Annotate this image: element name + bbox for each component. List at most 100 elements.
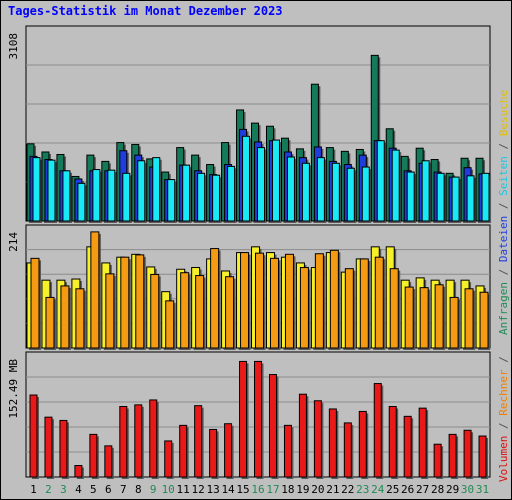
top-panel-bar-seiten [77,182,86,222]
bottom-panel-bar-volumen [358,410,367,478]
day-label: 14 [221,483,235,496]
bottom-panel-bar-volumen [59,419,68,478]
top-panel-bar-seiten [286,156,295,222]
bottom-panel-bar-volumen [254,360,263,478]
middle-panel-bar-rechner [60,285,70,349]
bottom-panel-bar-volumen [194,405,203,478]
top-panel-bar-seiten [361,166,370,222]
top-panel-bar-seiten [122,172,131,222]
side-legend-bottom: Volumen / Rechner / [497,356,510,482]
middle-panel-bar-rechner [225,276,235,349]
middle-panel-bar-rechner [359,258,369,349]
day-label: 24 [371,483,385,496]
bottom-panel-bar-volumen [373,383,382,478]
middle-panel-bar-rechner [449,296,459,349]
middle-panel-bar-rechner [299,267,309,349]
day-label: 4 [75,483,82,496]
top-panel-bar-seiten [466,175,475,222]
top-panel-bar-seiten [421,160,430,222]
day-label: 15 [236,483,249,496]
middle-panel-max-label: 214 [7,232,20,252]
bottom-panel-bar-volumen [478,435,487,478]
middle-panel-bar-rechner [464,288,474,349]
middle-panel-bar-rechner [329,249,339,349]
day-label: 2 [45,483,52,496]
middle-panel-bar-rechner [434,284,444,349]
bottom-panel-bar-volumen [209,428,218,478]
legend-item: / [497,416,510,436]
day-label: 19 [296,483,309,496]
top-panel-bar-seiten [451,176,460,222]
legend-item: Seiten [497,156,510,196]
middle-panel-bar-rechner [105,273,115,349]
legend-item: Dateien [497,216,510,262]
middle-panel-bar-rechner [30,257,40,349]
legend-item: Rechner [497,369,510,416]
top-panel-bar-seiten [331,162,340,222]
top-panel-bar-seiten [227,165,236,222]
top-panel-bar-seiten [481,172,490,222]
middle-panel-bar-rechner [90,231,100,349]
day-label: 20 [311,483,324,496]
day-label: 8 [135,483,142,496]
top-panel-bar-seiten [346,167,355,222]
middle-panel-bar-rechner [75,288,85,349]
day-label: 13 [206,483,219,496]
bottom-panel-bar-volumen [268,374,277,478]
middle-panel-bar-rechner [419,287,429,349]
middle-panel-bar-rechner [314,253,324,349]
top-panel-bar-seiten [197,172,206,222]
top-panel-bar-seiten [301,162,310,222]
top-panel-bar-seiten [257,147,266,222]
day-label: 21 [326,483,339,496]
day-label: 1 [30,483,37,496]
bottom-panel-bar-volumen [343,422,352,478]
day-label: 31 [476,483,489,496]
middle-panel-bar-rechner [374,256,384,349]
bottom-panel-bar-volumen [448,433,457,478]
top-panel-bar-seiten [182,164,191,222]
bottom-panel-bar-volumen [119,406,128,478]
day-label: 18 [281,483,294,496]
middle-panel-bar-rechner [180,272,190,349]
chart-title: Tages-Statistik im Monat Dezember 2023 [8,4,283,18]
day-label: 12 [192,483,205,496]
bottom-panel-bar-volumen [89,433,98,478]
day-label: 22 [341,483,354,496]
middle-panel-bar-rechner [135,254,145,349]
top-panel-bar-seiten [152,157,161,222]
bottom-panel-bar-volumen [388,406,397,478]
day-label: 28 [431,483,444,496]
bottom-panel-bar-volumen [104,445,113,478]
bottom-panel-bar-volumen [74,465,83,478]
legend-item: / [497,356,510,369]
top-panel-bar-seiten [391,149,400,222]
bottom-panel-bar-volumen [418,407,427,478]
middle-panel-bar-rechner [120,256,130,349]
top-panel-bar-seiten [137,160,146,222]
bottom-panel-bar-volumen [164,440,173,478]
legend-item: Anfragen [497,282,510,335]
top-panel-bar-seiten [271,139,280,222]
day-label: 17 [266,483,279,496]
legend-item: Besuche [497,90,510,136]
middle-panel-bar-rechner [195,275,205,349]
day-label: 30 [461,483,474,496]
bottom-panel-bar-volumen [298,393,307,478]
side-legend-top: Anfragen / Dateien / Seiten / Besuche [497,90,510,335]
legend-item: / [497,136,510,156]
bottom-panel-bar-volumen [149,399,158,478]
day-label: 23 [356,483,369,496]
top-panel-bar-seiten [62,170,71,222]
middle-panel-bar-rechner [165,300,175,349]
bottom-panel-max-label: 152.49 MB [7,359,20,419]
middle-panel-bar-rechner [255,252,265,349]
day-label: 27 [416,483,429,496]
middle-panel-bar-rechner [150,273,160,349]
day-label: 11 [177,483,190,496]
middle-panel-bar-rechner [479,291,489,349]
day-label: 26 [401,483,414,496]
day-label: 29 [446,483,459,496]
middle-panel-bar-rechner [284,253,294,349]
bottom-panel-bar-volumen [433,443,442,478]
